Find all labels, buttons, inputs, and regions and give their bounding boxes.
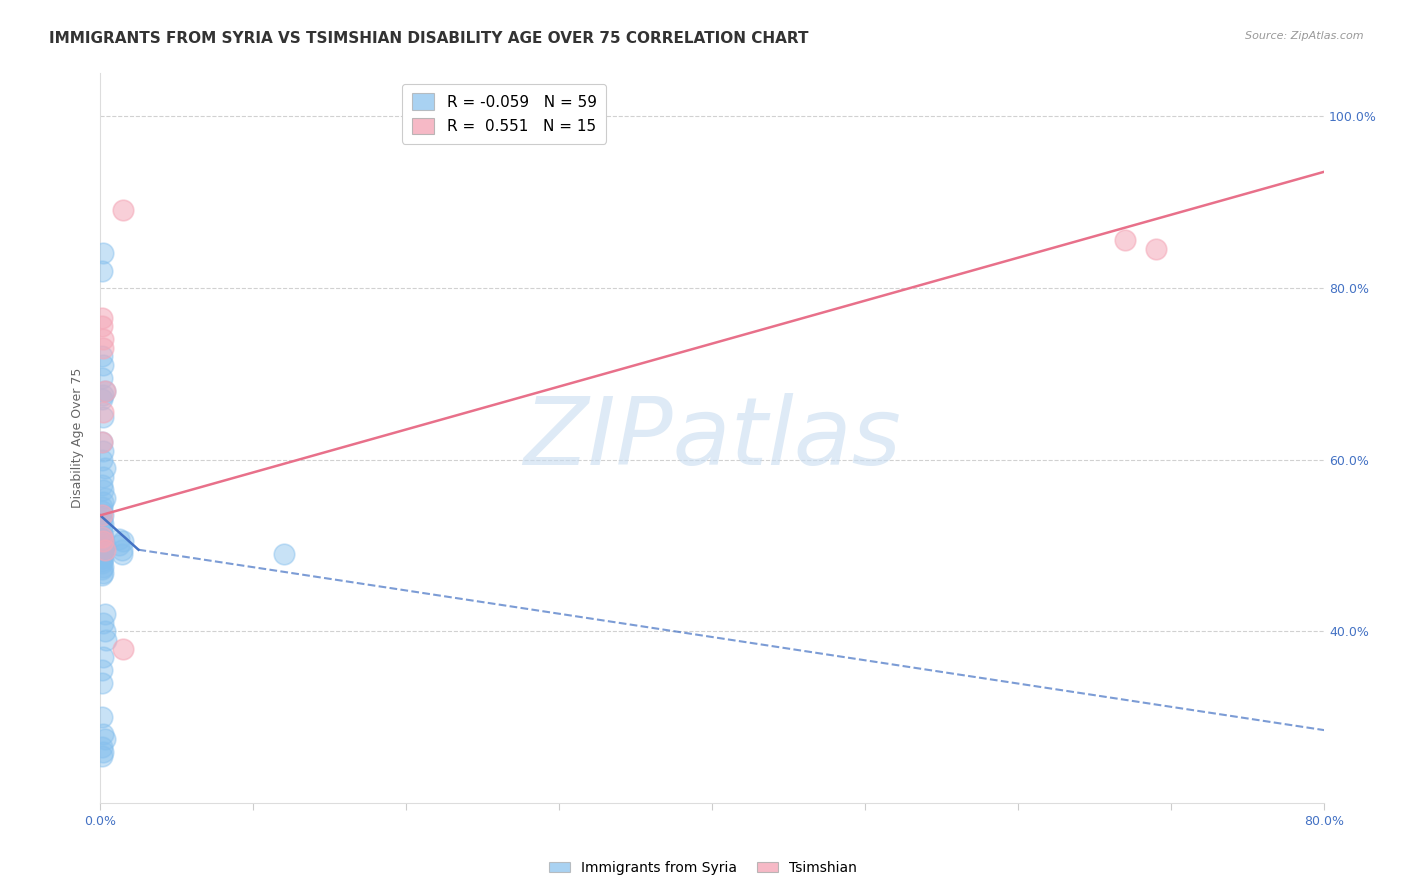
Point [94, 624, 117, 639]
Point [90, 319, 112, 334]
Point [90, 532, 112, 546]
Point [94, 384, 117, 398]
Point [91, 534, 114, 549]
Point [91, 566, 114, 580]
Point [90, 549, 112, 563]
Point [90, 545, 112, 559]
Point [90, 350, 112, 364]
Point [91, 615, 114, 630]
Point [90, 504, 112, 518]
Point [111, 542, 134, 557]
Point [90, 478, 112, 492]
Point [91, 495, 114, 509]
Point [273, 547, 295, 561]
Point [90, 500, 112, 514]
Legend: R = -0.059   N = 59, R =  0.551   N = 15: R = -0.059 N = 59, R = 0.551 N = 15 [402, 84, 606, 144]
Point [91, 483, 114, 497]
Point [112, 534, 135, 549]
Point [90, 748, 112, 763]
Point [91, 745, 114, 759]
Point [90, 530, 112, 544]
Point [111, 547, 134, 561]
Point [94, 731, 117, 746]
Point [91, 542, 114, 557]
Point [112, 641, 135, 656]
Point [90, 435, 112, 450]
Point [112, 203, 135, 218]
Point [91, 246, 114, 260]
Point [90, 676, 112, 690]
Point [91, 405, 114, 419]
Point [91, 551, 114, 566]
Point [91, 534, 114, 549]
Point [94, 384, 117, 398]
Point [91, 560, 114, 574]
Text: IMMIGRANTS FROM SYRIA VS TSIMSHIAN DISABILITY AGE OVER 75 CORRELATION CHART: IMMIGRANTS FROM SYRIA VS TSIMSHIAN DISAB… [49, 31, 808, 46]
Point [90, 392, 112, 407]
Point [90, 525, 112, 540]
Legend: Immigrants from Syria, Tsimshian: Immigrants from Syria, Tsimshian [543, 855, 863, 880]
Point [90, 663, 112, 677]
Point [107, 532, 129, 546]
Point [94, 461, 117, 475]
Point [90, 508, 112, 523]
Y-axis label: Disability Age Over 75: Disability Age Over 75 [72, 368, 84, 508]
Point [91, 530, 114, 544]
Point [91, 650, 114, 665]
Text: Source: ZipAtlas.com: Source: ZipAtlas.com [1246, 31, 1364, 41]
Point [90, 452, 112, 467]
Point [90, 554, 112, 568]
Point [1114, 234, 1136, 248]
Point [91, 341, 114, 355]
Point [90, 740, 112, 755]
Point [1144, 242, 1167, 256]
Text: ZIPatlas: ZIPatlas [523, 392, 901, 483]
Point [107, 538, 129, 552]
Point [91, 727, 114, 741]
Point [94, 607, 117, 622]
Point [96, 632, 118, 647]
Point [90, 310, 112, 325]
Point [90, 710, 112, 724]
Point [90, 562, 112, 576]
Point [90, 557, 112, 571]
Point [91, 388, 114, 402]
Point [91, 508, 114, 523]
Point [90, 568, 112, 582]
Point [91, 358, 114, 372]
Point [94, 542, 117, 557]
Point [90, 371, 112, 385]
Point [90, 263, 112, 277]
Point [91, 469, 114, 483]
Point [90, 521, 112, 535]
Point [91, 516, 114, 531]
Point [94, 538, 117, 552]
Point [94, 491, 117, 506]
Point [90, 435, 112, 450]
Point [91, 332, 114, 346]
Point [90, 513, 112, 527]
Point [90, 540, 112, 554]
Point [91, 409, 114, 424]
Point [91, 444, 114, 458]
